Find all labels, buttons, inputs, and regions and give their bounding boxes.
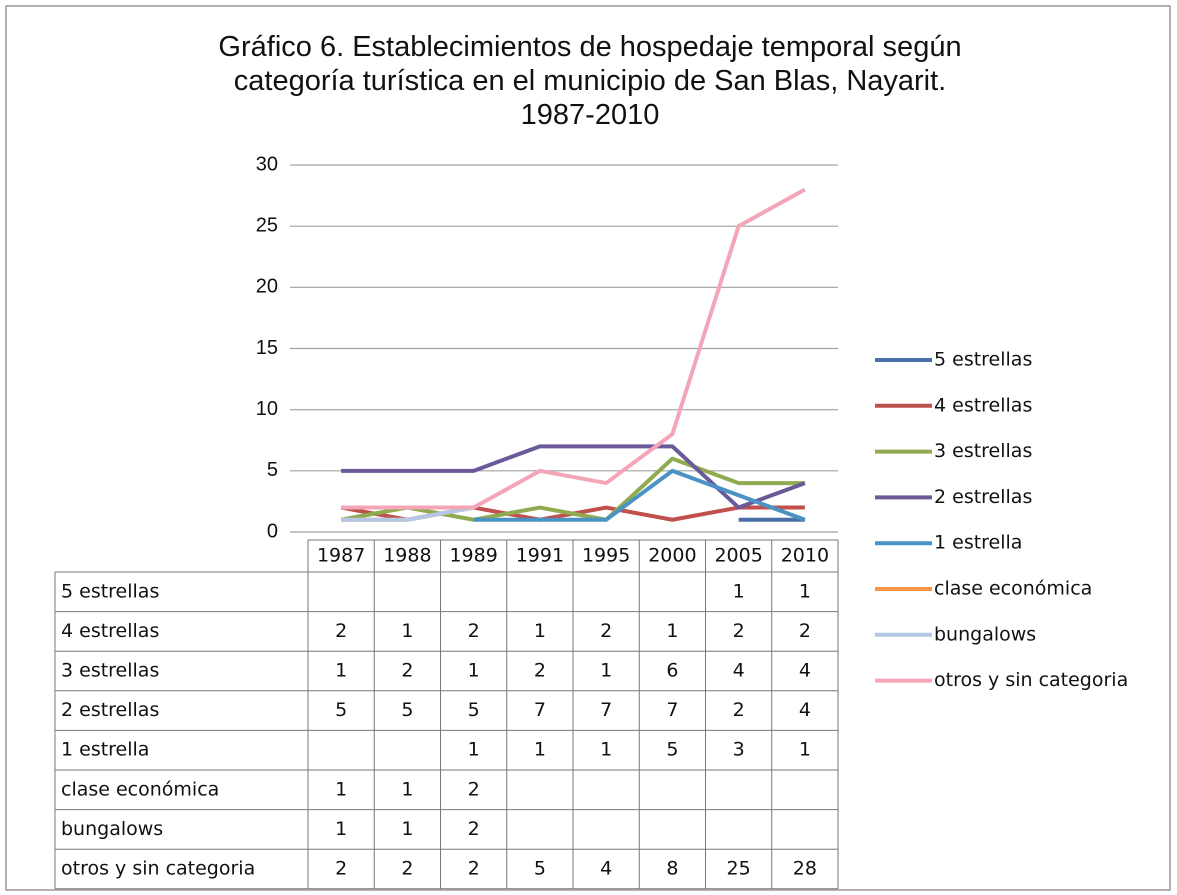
legend-label: 5 estrellas [934,349,1032,371]
table-cell: 4 [799,660,811,682]
table-row-label: 3 estrellas [61,660,159,682]
y-tick-label: 10 [256,398,278,420]
table-row-label: 4 estrellas [61,620,159,642]
table-cell: 1 [600,739,612,761]
y-tick-label: 30 [256,153,278,175]
x-tick-label: 1991 [516,545,564,567]
table-cell: 1 [534,739,546,761]
table-cell: 2 [468,778,480,800]
table-cell: 1 [335,778,347,800]
table-cell: 2 [468,818,480,840]
chart-title: Gráfico 6. Establecimientos de hospedaje… [218,31,962,131]
table-cell: 5 [534,858,546,880]
series-line [473,468,806,522]
table-cell: 5 [401,699,413,721]
table-cell: 1 [799,580,811,602]
legend-label: 3 estrellas [934,440,1032,462]
table-row-label: 5 estrellas [61,580,159,602]
table-cell: 2 [534,660,546,682]
table-cell: 2 [799,620,811,642]
series-line [341,187,806,510]
table-cell: 4 [600,858,612,880]
table-cell: 1 [401,620,413,642]
table-cell: 25 [727,858,751,880]
legend-label: 1 estrella [934,532,1022,554]
table-cell: 28 [793,858,817,880]
x-tick-label: 1987 [317,545,365,567]
table-row-label: clase económica [61,778,219,800]
table-row-label: 1 estrella [61,739,149,761]
y-tick-label: 0 [267,520,278,542]
table-cell: 5 [666,739,678,761]
table-cell: 2 [401,858,413,880]
series-line [340,456,805,522]
table-cell: 1 [600,660,612,682]
table-cell: 2 [733,699,745,721]
table-cell: 1 [401,778,413,800]
y-tick-label: 20 [256,276,278,298]
table-cell: 2 [335,858,347,880]
table-cell: 5 [335,699,347,721]
table-cell: 2 [401,660,413,682]
legend-label: otros y sin categoria [934,669,1128,691]
legend-label: clase económica [934,578,1092,600]
x-tick-label: 2000 [648,545,696,567]
table-cell: 1 [666,620,678,642]
table-row-label: otros y sin categoria [61,858,255,880]
table-cell: 2 [335,620,347,642]
table-cell: 2 [468,858,480,880]
y-tick-label: 25 [256,214,278,236]
legend-label: 4 estrellas [934,394,1032,416]
table-cell: 1 [733,580,745,602]
table-cell: 2 [733,620,745,642]
x-tick-label: 1995 [582,545,630,567]
table-cell: 1 [335,818,347,840]
table-row-label: bungalows [61,818,163,840]
table-cell: 7 [600,699,612,721]
table-cell: 2 [600,620,612,642]
x-tick-label: 1989 [449,545,497,567]
x-tick-label: 1988 [383,545,431,567]
table-cell: 4 [733,660,745,682]
table-cell: 2 [468,620,480,642]
legend-label: bungalows [934,623,1036,645]
x-tick-label: 2010 [781,545,829,567]
x-tick-label: 2005 [714,545,762,567]
table-cell: 1 [401,818,413,840]
table-cell: 6 [666,660,678,682]
table-cell: 1 [335,660,347,682]
table-cell: 4 [799,699,811,721]
chart-border [5,5,1171,891]
table-row-label: 2 estrellas [61,699,159,721]
legend-label: 2 estrellas [934,486,1032,508]
y-tick-label: 5 [267,459,278,481]
table-cell: 1 [468,660,480,682]
table-cell: 8 [666,858,678,880]
table-cell: 3 [733,739,745,761]
y-tick-label: 15 [256,337,278,359]
table-cell: 7 [534,699,546,721]
table-cell: 1 [468,739,480,761]
series-line [341,444,806,510]
table-cell: 7 [666,699,678,721]
table-cell: 1 [799,739,811,761]
series-line [341,505,474,522]
table-cell: 1 [534,620,546,642]
table-cell: 5 [468,699,480,721]
